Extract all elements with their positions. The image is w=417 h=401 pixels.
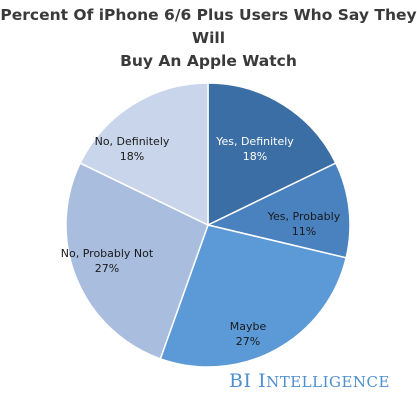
brand-bi: BI xyxy=(229,370,252,392)
slice-label-name: Maybe xyxy=(230,320,267,333)
slice-label-name: No, Definitely xyxy=(95,135,170,148)
slice-label-value: 27% xyxy=(95,262,119,275)
slice-label-name: No, Probably Not xyxy=(61,247,154,260)
pie-slice-yes-definitely xyxy=(207,82,337,227)
pie-slice-no-probably-not xyxy=(65,162,209,360)
pie-slice-yes-probably xyxy=(205,162,351,259)
slice-label-value: 18% xyxy=(120,150,144,163)
chart-title: Percent Of iPhone 6/6 Plus Users Who Say… xyxy=(0,4,417,73)
pie-slices xyxy=(65,82,351,368)
slice-label-value: 27% xyxy=(236,335,260,348)
slice-label-name: Yes, Probably xyxy=(267,210,341,223)
slice-label-value: 11% xyxy=(292,225,316,238)
pie-slice-maybe xyxy=(159,224,348,368)
brand-i: I xyxy=(258,370,267,392)
chart-title-line-2: Buy An Apple Watch xyxy=(120,52,297,70)
slice-label-value: 18% xyxy=(243,150,267,163)
slice-label-name: Yes, Definitely xyxy=(215,135,294,148)
bi-intelligence-logo: BI INTELLIGENCE xyxy=(229,370,390,392)
pie-labels: Yes, Definitely 18% Yes, Probably 11% Maybe 2… xyxy=(61,135,341,348)
pie-slice-no-definitely xyxy=(79,82,209,227)
chart-title-line-1: Percent Of iPhone 6/6 Plus Users Who Say… xyxy=(0,6,417,47)
brand-ntelligence: NTELLIGENCE xyxy=(266,373,390,391)
